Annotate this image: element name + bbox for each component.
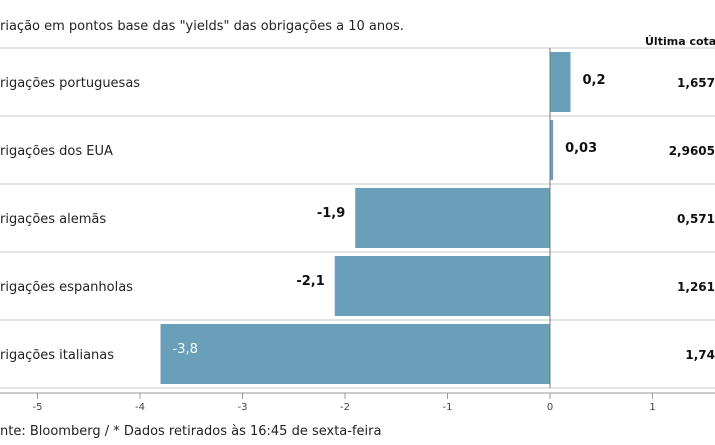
- chart-subtitle: riação em pontos base das "yields" das o…: [0, 19, 404, 34]
- x-tick-label: 1: [649, 402, 655, 413]
- bar: [160, 324, 550, 384]
- x-tick-label: -4: [135, 402, 145, 413]
- x-tick-label: 0: [547, 402, 553, 413]
- bar: [550, 52, 571, 112]
- category-label: rigações portuguesas: [0, 76, 140, 91]
- bar-value-label: 0,03: [565, 141, 597, 156]
- x-tick-label: -2: [340, 402, 350, 413]
- last-quote-value: 2,9605: [669, 144, 715, 158]
- last-quote-value: 0,571: [677, 212, 715, 226]
- bar-value-label: -2,1: [296, 274, 324, 289]
- last-quote-value: 1,261: [677, 280, 715, 294]
- bar-value-label: -1,9: [317, 206, 345, 221]
- x-tick-label: -3: [238, 402, 248, 413]
- source-note: nte: Bloomberg / * Dados retirados às 16…: [0, 424, 381, 439]
- last-quote-value: 1,657: [677, 76, 715, 90]
- category-label: rigações dos EUA: [0, 144, 113, 159]
- bar-value-label: -3,8: [173, 342, 198, 357]
- bar: [550, 120, 554, 180]
- bar: [355, 188, 550, 248]
- x-axis: -5 -4 -3 -2 -1 0 1: [0, 392, 715, 413]
- rows-group: rigações portuguesas 0,2 1,657 rigações dos…: [0, 47, 715, 389]
- x-tick-label: -5: [33, 402, 43, 413]
- category-label: rigações alemãs: [0, 212, 106, 227]
- bar-value-label: 0,2: [583, 73, 606, 88]
- bar: [334, 256, 550, 316]
- category-label: rigações italianas: [0, 348, 114, 363]
- category-label: rigações espanholas: [0, 280, 133, 295]
- last-quote-header: Última cotaç: [645, 35, 715, 48]
- x-tick-label: -1: [443, 402, 453, 413]
- last-quote-value: 1,74: [685, 348, 715, 362]
